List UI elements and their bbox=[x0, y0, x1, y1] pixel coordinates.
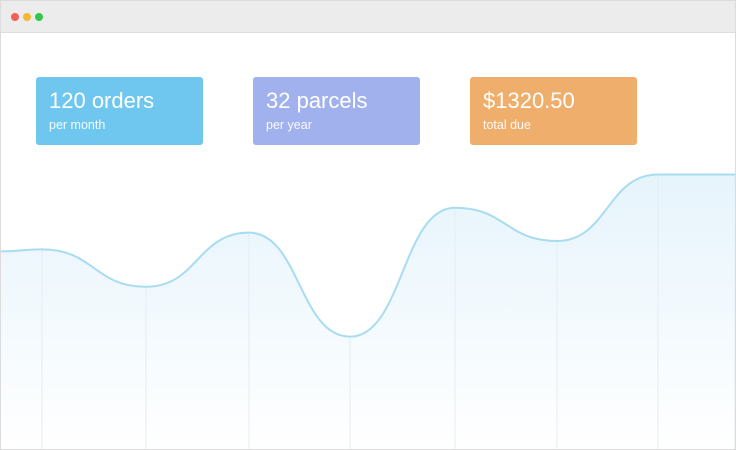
zoom-window-icon[interactable] bbox=[35, 13, 43, 21]
stat-card-total-due: $1320.50 total due bbox=[470, 77, 637, 145]
stat-value: $1320.50 bbox=[483, 88, 575, 113]
stat-label: per month bbox=[49, 118, 106, 132]
minimize-window-icon[interactable] bbox=[23, 13, 31, 21]
stat-label: per year bbox=[266, 118, 312, 132]
stat-card-parcels: 32 parcels per year bbox=[253, 77, 420, 145]
window-titlebar bbox=[1, 1, 735, 33]
close-window-icon[interactable] bbox=[11, 13, 19, 21]
chart-series-line bbox=[1, 173, 735, 338]
stat-value: 120 orders bbox=[49, 88, 155, 113]
stat-label: total due bbox=[483, 118, 531, 132]
stat-card-orders: 120 orders per month bbox=[36, 77, 203, 145]
stat-value: 32 parcels bbox=[266, 88, 368, 113]
chart-area-fill bbox=[1, 174, 735, 449]
area-chart bbox=[1, 173, 735, 449]
